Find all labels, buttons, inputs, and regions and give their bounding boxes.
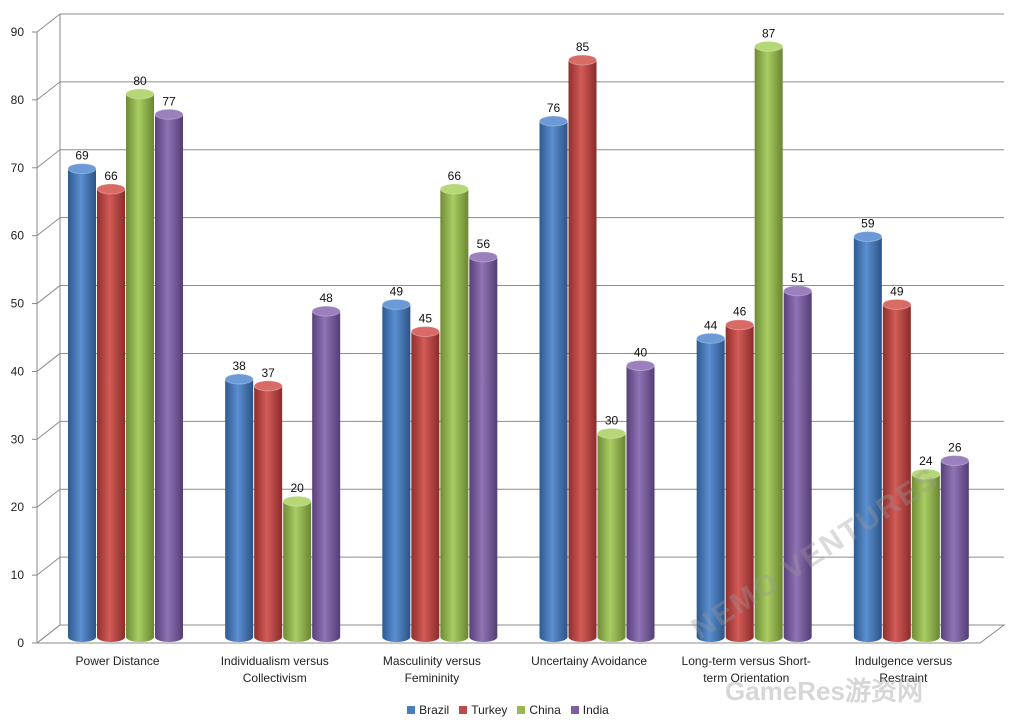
data-label: 44	[704, 318, 718, 332]
bar-india-individualism	[311, 305, 341, 642]
data-label: 49	[890, 284, 904, 298]
data-labels: 69 66 80 77 38 37 20 48 49 45 66 56 76 85 30 40 44 46 87 51…	[75, 26, 962, 495]
gridline	[36, 488, 1004, 508]
bar-india-power-distance	[154, 108, 184, 642]
data-label: 76	[547, 101, 561, 115]
bar-china-long-term-orientation	[754, 40, 784, 643]
data-label: 77	[162, 94, 176, 108]
y-tick-label: 50	[11, 297, 25, 311]
bar-india-indulgence	[940, 454, 970, 642]
watermark-site-text: GameRes游资网	[725, 676, 923, 706]
data-label: 66	[448, 169, 462, 183]
data-label: 59	[861, 216, 875, 230]
data-label: 51	[791, 271, 805, 285]
grid	[35, 13, 1006, 644]
bars	[67, 40, 970, 643]
bar-turkey-uncertainty-avoidance	[568, 54, 597, 642]
bar-turkey-masculinity	[410, 326, 440, 642]
legend-item-china: China	[517, 701, 561, 719]
data-label: 45	[419, 312, 433, 326]
y-tick-label: 30	[11, 432, 25, 446]
data-label: 37	[261, 366, 275, 380]
bar-china-power-distance	[125, 88, 155, 642]
bar-turkey-power-distance	[96, 183, 126, 642]
bar-india-masculinity	[468, 251, 498, 642]
bar-turkey-indulgence	[882, 298, 912, 642]
y-tick-label: 0	[17, 636, 24, 650]
legend-item-india: India	[570, 701, 609, 719]
bar-turkey-individualism	[253, 380, 283, 642]
gridline	[36, 81, 1004, 101]
bar-china-individualism	[282, 495, 312, 642]
bar-india-long-term-orientation	[783, 285, 813, 642]
data-label: 56	[477, 237, 491, 251]
legend-swatch	[459, 706, 468, 714]
legend-swatch	[517, 706, 526, 714]
legend-item-turkey: Turkey	[459, 701, 507, 719]
data-label: 26	[948, 440, 962, 454]
x-tick-label: Power Distance	[76, 654, 160, 668]
x-tick-label: Indulgence versus Restraint	[855, 654, 952, 685]
gridline	[36, 149, 1004, 169]
gridline	[36, 556, 1004, 576]
bar-turkey-long-term-orientation	[725, 319, 755, 642]
bar-india-uncertainty-avoidance	[626, 359, 655, 642]
legend-swatch	[570, 706, 579, 714]
data-label: 20	[290, 481, 304, 495]
bar-brazil-individualism	[224, 373, 254, 642]
y-tick-label: 60	[11, 229, 25, 243]
bar-brazil-long-term-orientation	[696, 332, 726, 642]
data-label: 66	[104, 169, 118, 183]
legend-label: India	[582, 703, 609, 717]
data-label: 49	[390, 284, 404, 298]
gridline	[36, 285, 1004, 304]
bar-brazil-power-distance	[67, 163, 97, 643]
x-axis: Power Distance Individualism versus Collec…	[76, 654, 953, 685]
y-tick-label: 10	[11, 568, 25, 582]
legend-label: China	[529, 703, 561, 717]
data-label: 40	[634, 345, 648, 359]
y-axis: 0 10 20 30 40 50 60 70 80 90	[11, 25, 38, 650]
data-label: 87	[762, 26, 776, 40]
legend-label: Turkey	[471, 703, 508, 717]
gridline	[36, 13, 1004, 33]
data-label: 85	[576, 40, 590, 54]
x-tick-label: Uncertainy Avoidance	[531, 654, 647, 668]
data-label: 46	[733, 305, 747, 319]
x-tick-label: Individualism versus Collectivism	[221, 654, 329, 685]
bar-china-indulgence	[911, 468, 941, 642]
bar-brazil-masculinity	[381, 298, 411, 642]
data-label: 69	[75, 149, 89, 163]
legend-label: Brazil	[419, 703, 450, 717]
gridline	[36, 352, 1004, 372]
legend: Brazil Turkey China India	[0, 701, 1016, 719]
y-tick-label: 80	[11, 93, 25, 107]
bar-brazil-uncertainty-avoidance	[539, 115, 568, 643]
gridline	[36, 420, 1004, 440]
y-tick-label: 20	[11, 500, 25, 514]
legend-item-brazil: Brazil	[407, 701, 449, 719]
bar-brazil-indulgence	[853, 230, 883, 642]
y-tick-label: 40	[11, 364, 25, 378]
data-label: 48	[319, 291, 333, 305]
data-label: 30	[605, 413, 619, 427]
legend-swatch	[407, 706, 416, 714]
x-tick-label: Masculinity versus Femininity	[383, 654, 481, 685]
y-tick-label: 90	[11, 25, 25, 39]
data-label: 38	[232, 359, 246, 373]
gridline	[36, 217, 1004, 237]
data-label: 24	[919, 454, 933, 468]
x-tick-label: Long-term versus Short-term Orientation	[682, 654, 811, 685]
bar-china-masculinity	[439, 183, 469, 642]
y-tick-label: 70	[11, 161, 25, 175]
data-label: 80	[133, 74, 147, 88]
bar-china-uncertainty-avoidance	[597, 427, 626, 642]
